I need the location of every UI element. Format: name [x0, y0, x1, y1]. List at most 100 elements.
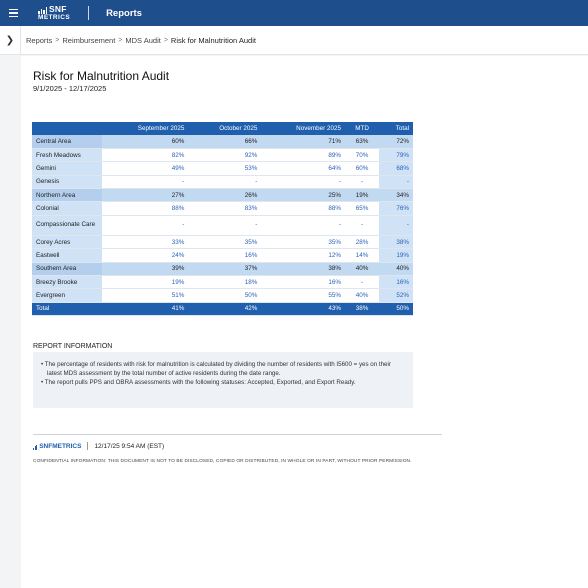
table-cell: 63% [344, 135, 380, 149]
info-title: REPORT INFORMATION [33, 343, 113, 350]
table-cell: 38% [379, 235, 413, 250]
table-cell: 55% [261, 288, 345, 303]
table-cell: - [102, 175, 189, 190]
table-cell: 70% [344, 148, 380, 163]
table-cell: 16% [261, 275, 345, 290]
row-label: Northern Area [32, 188, 102, 203]
total-row: Total 41% 42% 43% 38% 50% [32, 302, 413, 317]
info-bullet: • The percentage of residents with risk … [41, 361, 391, 377]
table-cell: 65% [344, 201, 380, 216]
table-cell: - [379, 175, 413, 190]
table-cell: 19% [102, 275, 189, 290]
table-cell: 41% [102, 302, 189, 317]
column-header-mtd: MTD [344, 122, 380, 135]
row-label: Breezy Brooke [32, 275, 102, 290]
table-cell: 19% [344, 188, 380, 203]
row-label: Colonial [32, 201, 102, 216]
table-cell: 24% [102, 248, 189, 263]
header-divider [88, 6, 90, 20]
table-body: Central Area 60% 66% 71% 63% 72% Fresh Meadows… [32, 135, 413, 317]
table-cell: 39% [102, 262, 189, 277]
column-header-name [32, 122, 102, 135]
table-row: Breezy Brooke 19% 18% 16% -16% [32, 275, 413, 290]
breadcrumb-current: Risk for Malnutrition Audit [170, 35, 256, 45]
row-label: Eastwell [32, 248, 102, 263]
breadcrumb-bar: ❯ Reports > Reimbursement > MDS Audit > … [0, 25, 588, 55]
footer-logo: SNFMETRICS [33, 443, 81, 450]
table-cell: 25% [261, 188, 345, 203]
audit-table: September 2025 October 2025 November 202… [32, 122, 413, 317]
menu-icon[interactable] [0, 0, 26, 26]
table-cell: 89% [261, 148, 345, 163]
table-cell: 79% [379, 148, 413, 163]
table-cell: - [261, 175, 345, 190]
row-label: Gemini [32, 161, 102, 176]
app-section-title: Reports [106, 7, 142, 19]
row-label: Genesis [32, 175, 102, 190]
breadcrumb-reimbursement[interactable]: Reimbursement [62, 35, 116, 45]
column-header-september: September 2025 [102, 122, 189, 135]
table-row: Evergreen 51% 50% 55% 40% 52% [32, 288, 413, 303]
row-label: Central Area [32, 135, 102, 149]
table-cell: 88% [102, 201, 189, 216]
table-cell: 19% [379, 248, 413, 263]
table-cell: - [188, 215, 262, 236]
table-cell: 42% [188, 302, 262, 317]
chevron-right-icon[interactable]: ❯ [5, 34, 15, 46]
table-cell: 60% [102, 135, 189, 149]
table-cell: 34% [379, 188, 413, 203]
breadcrumb-mds-audit[interactable]: MDS Audit [125, 35, 161, 45]
table-cell: - [102, 215, 189, 236]
table-cell: 40% [379, 262, 413, 277]
info-box: • The percentage of residents with risk … [33, 352, 413, 408]
table-cell: 50% [188, 288, 262, 303]
table-row: Genesis - - - - - [32, 175, 413, 190]
breadcrumb-chevron-icon: > [163, 36, 168, 44]
table-row: Gemini 49% 53% 64% 60% 68% [32, 161, 413, 176]
breadcrumb-reports[interactable]: Reports [26, 35, 53, 45]
table-cell: 38% [344, 302, 380, 317]
table-cell: 26% [188, 188, 262, 203]
area-row: Northern Area 27% 26% 25% 19% 34% [32, 188, 413, 203]
table-cell: 66% [188, 135, 262, 149]
table-cell: 72% [379, 135, 413, 149]
logo-bottom-text: METRICS [38, 13, 71, 21]
row-label: Southern Area [32, 262, 102, 277]
table-cell: 53% [188, 161, 262, 176]
row-label: Evergreen [32, 288, 102, 303]
logo-bars-icon [38, 6, 47, 14]
table-cell: - [188, 175, 262, 190]
table-cell: 92% [188, 148, 262, 163]
table-cell: 52% [379, 288, 413, 303]
report-title: Risk for Malnutrition Audit [33, 69, 170, 83]
column-header-november: November 2025 [261, 122, 345, 135]
breadcrumb: Reports > Reimbursement > MDS Audit > Ri… [26, 36, 256, 45]
footer-meta: SNFMETRICS 12/17/25 9:54 AM (EST) [33, 442, 164, 450]
report-date-range: 9/1/2025 - 12/17/2025 [33, 84, 107, 93]
row-label: Compassionate Care [32, 215, 102, 236]
row-label: Fresh Meadows [32, 148, 102, 163]
column-header-october: October 2025 [188, 122, 262, 135]
table-cell: 83% [188, 201, 262, 216]
table-cell: 16% [188, 248, 262, 263]
table-cell: 76% [379, 201, 413, 216]
info-bullet: • The report pulls PPS and OBRA assessme… [41, 379, 356, 387]
column-header-total: Total [379, 122, 413, 135]
table-cell: 43% [261, 302, 345, 317]
table-cell: - [261, 215, 345, 236]
row-label: Corey Acres [32, 235, 102, 250]
area-row: Southern Area 39% 37% 38% 40% 40% [32, 262, 413, 277]
table-cell: 68% [379, 161, 413, 176]
table-cell: 60% [344, 161, 380, 176]
table-cell: 50% [379, 302, 413, 317]
table-cell: - [344, 215, 380, 236]
app-logo[interactable]: SNF METRICS [38, 5, 70, 21]
table-cell: 49% [102, 161, 189, 176]
footer-logo-bars-icon [33, 444, 38, 450]
table-cell: 40% [344, 262, 380, 277]
table-cell: 51% [102, 288, 189, 303]
table-cell: 35% [261, 235, 345, 250]
footer-logo-text: SNFMETRICS [39, 442, 82, 450]
table-cell: 27% [102, 188, 189, 203]
logo-top-text: SNF [49, 4, 67, 14]
